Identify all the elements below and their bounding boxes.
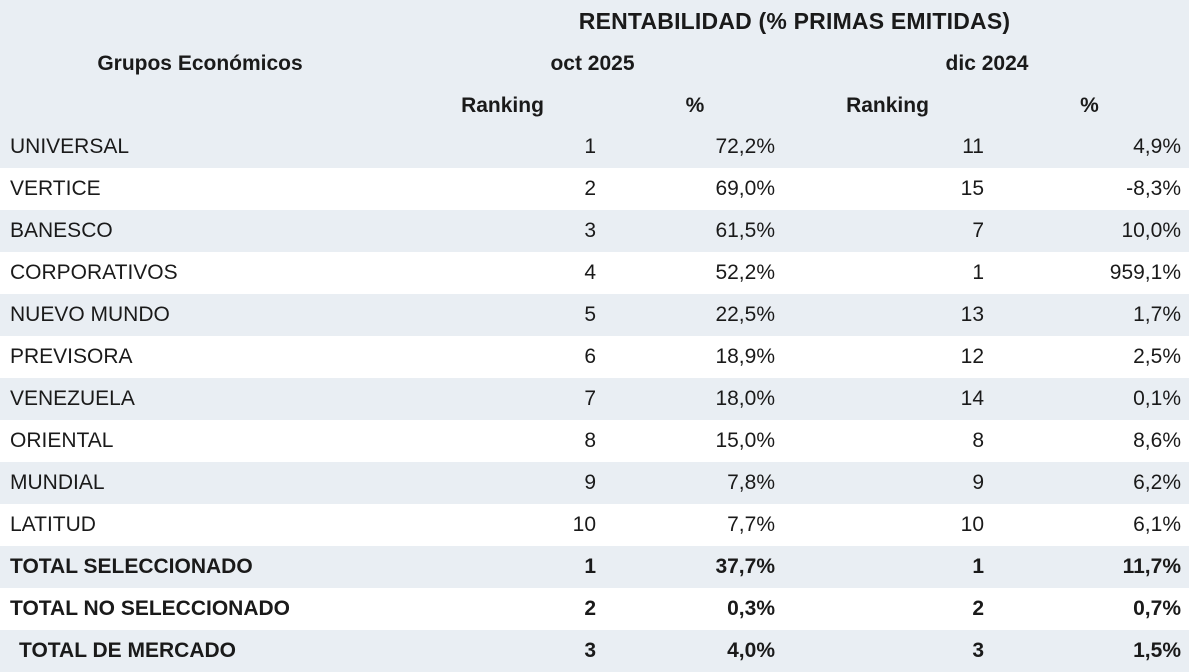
percent-oct-cell: 15,0% [715,429,775,452]
group-name-cell: ORIENTAL [10,429,114,452]
ranking-dic-cell: 10 [960,513,984,536]
table-row-oriental: ORIENTAL 8 15,0% 8 8,6% [0,420,1189,462]
percent-dic-cell: 0,7% [1133,597,1181,620]
percent-oct-cell: 69,0% [715,177,775,200]
group-name-cell: MUNDIAL [10,471,105,494]
percent-oct-cell: 7,7% [727,513,775,536]
table-row-mundial: MUNDIAL 9 7,8% 9 6,2% [0,462,1189,504]
table-row-previsora: PREVISORA 6 18,9% 12 2,5% [0,336,1189,378]
period-header-row: Grupos Económicos oct 2025 dic 2024 [0,42,1189,85]
percent-dic-cell: 4,9% [1133,135,1181,158]
subheader-percent-oct: % [685,93,705,117]
ranking-oct-cell: 1 [584,135,596,158]
ranking-oct-cell: 3 [584,219,596,242]
ranking-dic-cell: 15 [960,177,984,200]
group-name-cell: TOTAL DE MERCADO [19,639,237,662]
group-name-cell: VERTICE [10,177,101,200]
percent-dic-cell: 8,6% [1133,429,1181,452]
percent-oct-cell: 22,5% [715,303,775,326]
ranking-dic-cell: 8 [972,429,984,452]
ranking-oct-cell: 5 [584,303,596,326]
ranking-dic-cell: 1 [972,261,984,284]
percent-dic-cell: 1,5% [1133,639,1181,662]
percent-oct-cell: 37,7% [715,555,775,578]
table-header: RENTABILIDAD (% PRIMAS EMITIDAS) Grupos … [0,0,1189,126]
table-body: UNIVERSAL 1 72,2% 11 4,9% VERTICE 2 69,0… [0,126,1189,672]
percent-oct-cell: 4,0% [727,639,775,662]
ranking-oct-cell: 9 [584,471,596,494]
ranking-dic-cell: 7 [972,219,984,242]
group-name-cell: TOTAL SELECCIONADO [10,555,253,578]
table-row-latitud: LATITUD 10 7,7% 10 6,1% [0,504,1189,546]
group-name-cell: TOTAL NO SELECCIONADO [10,597,291,620]
title-row: RENTABILIDAD (% PRIMAS EMITIDAS) [0,0,1189,42]
ranking-dic-cell: 3 [972,639,984,662]
percent-dic-cell: -8,3% [1126,177,1181,200]
percent-dic-cell: 2,5% [1133,345,1181,368]
ranking-dic-cell: 1 [972,555,984,578]
group-name-cell: BANESCO [10,219,113,242]
percent-oct-cell: 0,3% [727,597,775,620]
ranking-dic-cell: 14 [960,387,984,410]
group-name-cell: NUEVO MUNDO [10,303,170,326]
ranking-oct-cell: 3 [584,639,596,662]
ranking-oct-cell: 1 [584,555,596,578]
table-row-total-no-seleccionado: TOTAL NO SELECCIONADO 2 0,3% 2 0,7% [0,588,1189,630]
table-row-venezuela: VENEZUELA 7 18,0% 14 0,1% [0,378,1189,420]
ranking-dic-cell: 12 [960,345,984,368]
table-row-total-de-mercado: TOTAL DE MERCADO 3 4,0% 3 1,5% [0,630,1189,672]
percent-dic-cell: 6,1% [1133,513,1181,536]
group-name-cell: LATITUD [10,513,96,536]
percent-oct-cell: 72,2% [715,135,775,158]
group-name-cell: PREVISORA [10,345,133,368]
percent-dic-cell: 6,2% [1133,471,1181,494]
table-row-total-seleccionado: TOTAL SELECCIONADO 1 37,7% 1 11,7% [0,546,1189,588]
subheader-ranking-dic: Ranking [846,93,929,117]
group-name-cell: VENEZUELA [10,387,135,410]
period-header-dic-2024: dic 2024 [945,51,1029,75]
percent-oct-cell: 61,5% [715,219,775,242]
ranking-oct-cell: 2 [584,177,596,200]
percent-oct-cell: 7,8% [727,471,775,494]
ranking-dic-cell: 13 [960,303,984,326]
ranking-dic-cell: 11 [962,135,984,158]
percent-oct-cell: 18,9% [715,345,775,368]
table-row-corporativos: CORPORATIVOS 4 52,2% 1 959,1% [0,252,1189,294]
ranking-oct-cell: 6 [584,345,596,368]
group-name-cell: UNIVERSAL [10,135,130,158]
ranking-oct-cell: 8 [584,429,596,452]
percent-oct-cell: 18,0% [715,387,775,410]
subheader-row: Ranking % Ranking % [0,85,1189,126]
percent-dic-cell: 0,1% [1133,387,1181,410]
table-row-nuevo-mundo: NUEVO MUNDO 5 22,5% 13 1,7% [0,294,1189,336]
subheader-percent-dic: % [1080,93,1099,117]
percent-dic-cell: 11,7% [1122,555,1181,578]
subheader-ranking-oct: Ranking [461,93,544,117]
report-title: RENTABILIDAD (% PRIMAS EMITIDAS) [578,7,1011,34]
group-column-header: Grupos Económicos [97,51,303,75]
ranking-oct-cell: 2 [584,597,596,620]
table-row-vertice: VERTICE 2 69,0% 15 -8,3% [0,168,1189,210]
group-name-cell: CORPORATIVOS [10,261,178,284]
ranking-oct-cell: 7 [584,387,596,410]
period-header-oct-2025: oct 2025 [550,51,635,75]
table-row-banesco: BANESCO 3 61,5% 7 10,0% [0,210,1189,252]
ranking-dic-cell: 9 [972,471,984,494]
ranking-oct-cell: 10 [572,513,596,536]
ranking-oct-cell: 4 [584,261,596,284]
percent-dic-cell: 1,7% [1133,303,1181,326]
percent-dic-cell: 959,1% [1109,261,1181,284]
ranking-dic-cell: 2 [972,597,984,620]
percent-dic-cell: 10,0% [1121,219,1181,242]
table-row-universal: UNIVERSAL 1 72,2% 11 4,9% [0,126,1189,168]
percent-oct-cell: 52,2% [715,261,775,284]
